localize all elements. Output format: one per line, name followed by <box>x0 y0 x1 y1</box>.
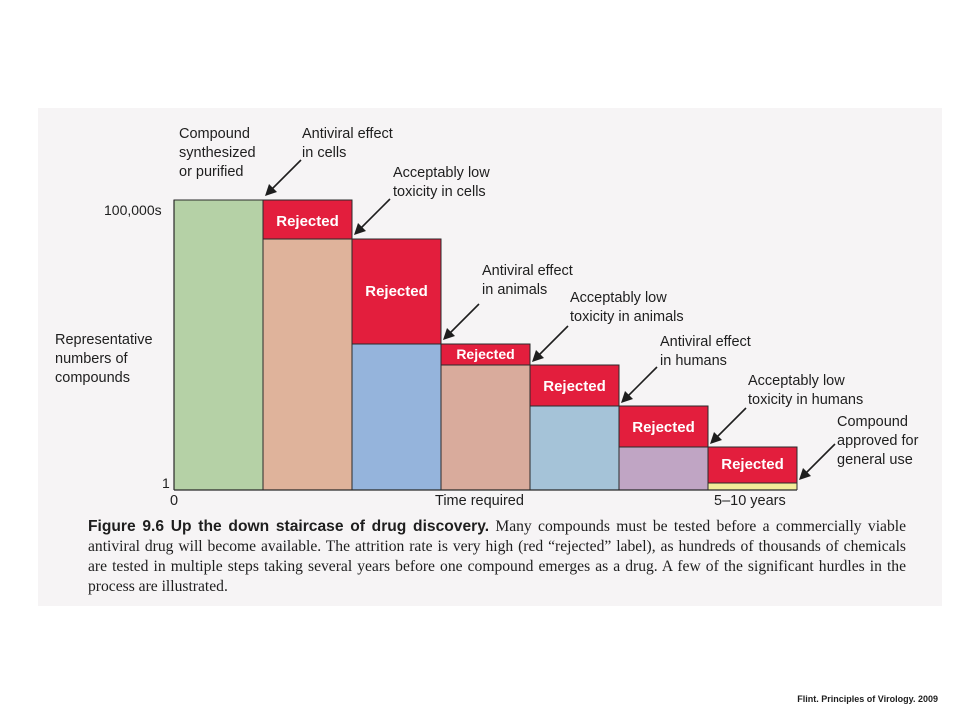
rejected-block-6 <box>708 447 797 483</box>
rejected-block-2 <box>352 239 441 344</box>
y-axis-title: Representative numbers of compounds <box>55 332 153 386</box>
step-label-antiviral-animals: Antiviral effect in animals <box>482 263 573 298</box>
step-bar-toxicity-animals <box>530 406 619 490</box>
x-axis-title: Time required <box>435 493 524 509</box>
arrow-icon <box>710 407 747 444</box>
staircase-fills <box>174 200 797 490</box>
step-label-antiviral-cells: Antiviral effect in cells <box>302 126 393 161</box>
caption-body: Many compounds must be tested before a c… <box>88 518 906 595</box>
rejected-block-1 <box>263 200 352 239</box>
caption-title: Figure 9.6 Up the down staircase of drug… <box>88 518 490 535</box>
step-bar-antiviral-animals <box>441 365 530 490</box>
step-label-toxicity-cells: Acceptably low toxicity in cells <box>393 165 490 200</box>
rejected-label-2: Rejected <box>365 283 428 300</box>
y-axis-top-label: 100,000s <box>104 202 162 218</box>
source-credit: Flint. Principles of Virology. 2009 <box>797 694 938 704</box>
x-axis-start-label: 0 <box>170 493 179 509</box>
figure-caption: Figure 9.6 Up the down staircase of drug… <box>88 517 906 597</box>
rejected-labels: Rejected Rejected Rejected Rejected Reje… <box>276 213 784 473</box>
arrow-icon <box>799 443 836 480</box>
rejected-block-5 <box>619 406 708 447</box>
step-bar-antiviral-cells <box>263 239 352 490</box>
rejected-label-6: Rejected <box>721 456 784 473</box>
rejected-label-4: Rejected <box>543 378 606 395</box>
step-label-antiviral-humans: Antiviral effect in humans <box>660 334 751 369</box>
arrow-icon <box>354 198 391 235</box>
step-bar-toxicity-cells <box>352 344 441 490</box>
step-label-toxicity-humans: Acceptably low toxicity in humans <box>748 373 864 408</box>
arrow-icon <box>443 303 480 340</box>
arrow-icon <box>532 325 569 362</box>
step-label-approved: Compound approved for general use <box>837 414 919 468</box>
rejected-label-5: Rejected <box>632 419 695 436</box>
arrow-icon <box>265 159 302 196</box>
rejected-label-3: Rejected <box>456 346 514 362</box>
step-label-synthesized: Compound synthesized or purified <box>179 126 256 180</box>
staircase-outlines <box>173 199 798 490</box>
rejected-block-4 <box>530 365 619 406</box>
y-axis-bottom-label: 1 <box>162 475 170 491</box>
step-label-toxicity-animals: Acceptably low toxicity in animals <box>570 290 684 325</box>
arrow-icon <box>621 366 658 403</box>
rejected-label-1: Rejected <box>276 213 339 230</box>
x-axis-end-label: 5–10 years <box>714 493 786 509</box>
step-bar-antiviral-humans <box>619 447 708 490</box>
staircase-diagram: Rejected Rejected Rejected Rejected Reje… <box>173 159 836 491</box>
callout-arrows <box>265 159 836 480</box>
rejected-block-3 <box>441 344 530 365</box>
step-bar-toxicity-humans <box>708 483 797 490</box>
step-bar-synthesized <box>174 200 263 490</box>
figure-panel: Rejected Rejected Rejected Rejected Reje… <box>38 108 942 606</box>
